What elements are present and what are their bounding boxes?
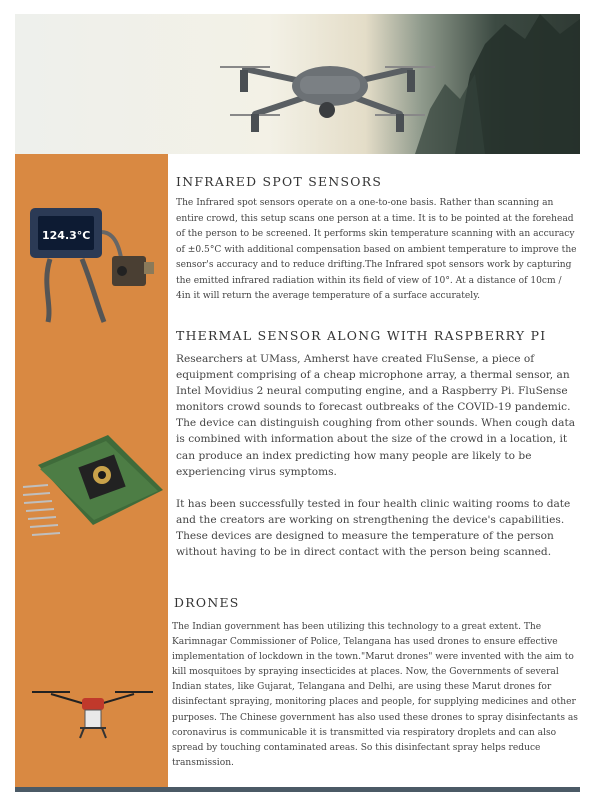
thermal-section-body-1: Researchers at UMass, Amherst have creat… — [176, 353, 576, 478]
spray-drone-image — [30, 682, 155, 742]
drones-section-title: DRONES — [174, 595, 240, 610]
bottom-bar — [15, 787, 580, 792]
thermal-sensor-board-image — [18, 425, 166, 540]
thermal-section-body-2: It has been successfully tested in four … — [176, 498, 571, 559]
drone-illustration — [220, 14, 580, 154]
drones-section-body: The Indian government has been utilizing… — [172, 622, 578, 768]
infrared-section-title: INFRARED SPOT SENSORS — [176, 174, 383, 189]
infrared-section-body: The Infrared spot sensors operate on a o… — [176, 198, 577, 301]
thermal-section-title: THERMAL SENSOR ALONG WITH RASPBERRY PI — [176, 328, 547, 343]
hero-drone-image — [15, 14, 580, 154]
sensor-reading: 124.3°C — [42, 229, 90, 242]
infrared-sensor-image: 124.3°C — [22, 204, 162, 324]
